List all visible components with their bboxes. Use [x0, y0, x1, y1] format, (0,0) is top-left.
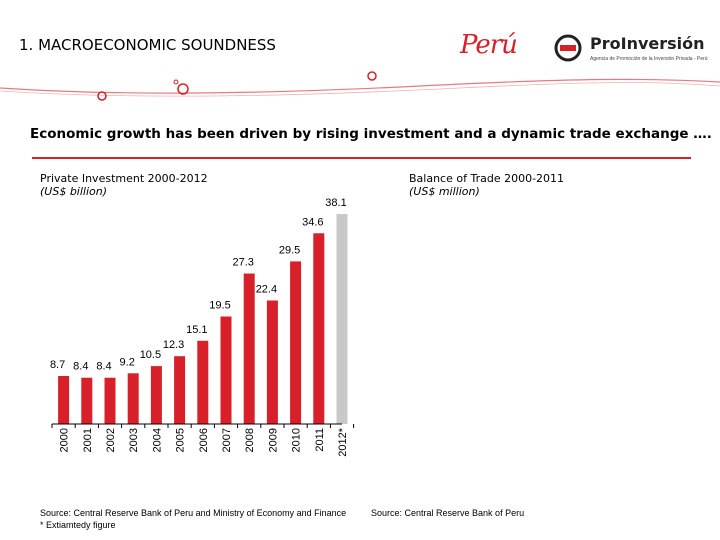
bar-2006	[197, 340, 209, 424]
balance-of-trade-title: Balance of Trade 2000-2011 (US$ million)	[409, 172, 564, 198]
bar-2010	[290, 261, 302, 424]
x-tick-label: 2009	[267, 428, 279, 452]
page-title: 1. MACROECONOMIC SOUNDNESS	[19, 36, 276, 54]
value-label: 9.2	[120, 356, 135, 368]
x-tick-label: 2008	[244, 428, 256, 452]
bar-2005	[174, 356, 186, 424]
bar-2000	[58, 376, 70, 424]
x-tick-label: 2007	[221, 428, 233, 452]
bars-group	[58, 214, 348, 424]
x-tick-label: 2001	[82, 428, 94, 452]
value-label: 8.7	[50, 359, 65, 371]
estimate-footnote: * Extiamtedy figure	[40, 520, 116, 530]
bar-2008	[243, 273, 255, 424]
balance-of-trade-unit: (US$ million)	[409, 185, 480, 198]
value-label: 22.4	[256, 284, 277, 296]
bar-2003	[127, 373, 139, 424]
x-tick-label: 2012*	[337, 427, 349, 456]
slide-subtitle: Economic growth has been driven by risin…	[30, 126, 712, 142]
bar-2011	[313, 233, 325, 424]
value-label: 19.5	[209, 300, 230, 312]
x-tick-label: 2006	[198, 428, 210, 452]
x-tick-labels-group: 2000 2001 2002 2003 2004 2005 2006 2007 2008 2009…	[59, 427, 349, 456]
x-tick-label: 2011	[314, 428, 326, 452]
value-label: 10.5	[140, 349, 161, 361]
x-tick-label: 2005	[175, 428, 187, 452]
peru-logo: Perú	[460, 30, 518, 60]
bar-2002	[104, 377, 116, 424]
bar-2009	[266, 300, 278, 424]
left-source-text: Source: Central Reserve Bank of Peru and…	[40, 508, 347, 518]
bar-2004	[150, 366, 162, 424]
right-source-note: Source: Central Reserve Bank of Peru	[371, 508, 525, 518]
value-label: 38.1	[325, 197, 346, 209]
proinversion-logo-icon	[554, 34, 582, 62]
private-investment-unit: (US$ billion)	[40, 185, 108, 198]
value-label: 34.6	[302, 216, 323, 228]
decorative-swoosh	[0, 71, 720, 101]
proinversion-logo-text: ProInversión	[590, 34, 705, 53]
x-tick-label: 2002	[105, 428, 117, 452]
logos: Perú ProInversión Agencia de Promoción d…	[460, 26, 710, 74]
value-label: 8.4	[96, 361, 111, 373]
proinversion-tagline: Agencia de Promoción de la Inversión Pri…	[590, 56, 708, 62]
value-label: 29.5	[279, 244, 300, 256]
x-tick-marks-group	[51, 424, 355, 428]
bar-2007	[220, 316, 232, 424]
value-label: 15.1	[186, 324, 207, 336]
x-tick-label: 2010	[291, 428, 303, 452]
value-label: 27.3	[232, 257, 253, 269]
balance-of-trade-title-text: Balance of Trade 2000-2011	[409, 172, 565, 185]
value-label: 8.4	[73, 361, 88, 373]
value-labels-group: 8.7 8.4 8.4 9.2 10.512.315.119.5 27.3 22.4 29.5…	[50, 197, 347, 373]
private-investment-title: Private Investment 2000-2012 (US$ billio…	[40, 172, 208, 198]
left-source-note: Source: Central Reserve Bank of Peru and…	[40, 507, 356, 531]
bar-2012-estimate	[336, 214, 348, 424]
x-tick-label: 2003	[128, 428, 140, 452]
x-tick-label: 2004	[151, 428, 163, 452]
private-investment-title-text: Private Investment 2000-2012	[40, 172, 208, 185]
x-tick-label: 2000	[59, 428, 71, 452]
value-label: 12.3	[163, 339, 184, 351]
bar-2001	[81, 377, 93, 424]
divider-rule	[32, 157, 691, 159]
